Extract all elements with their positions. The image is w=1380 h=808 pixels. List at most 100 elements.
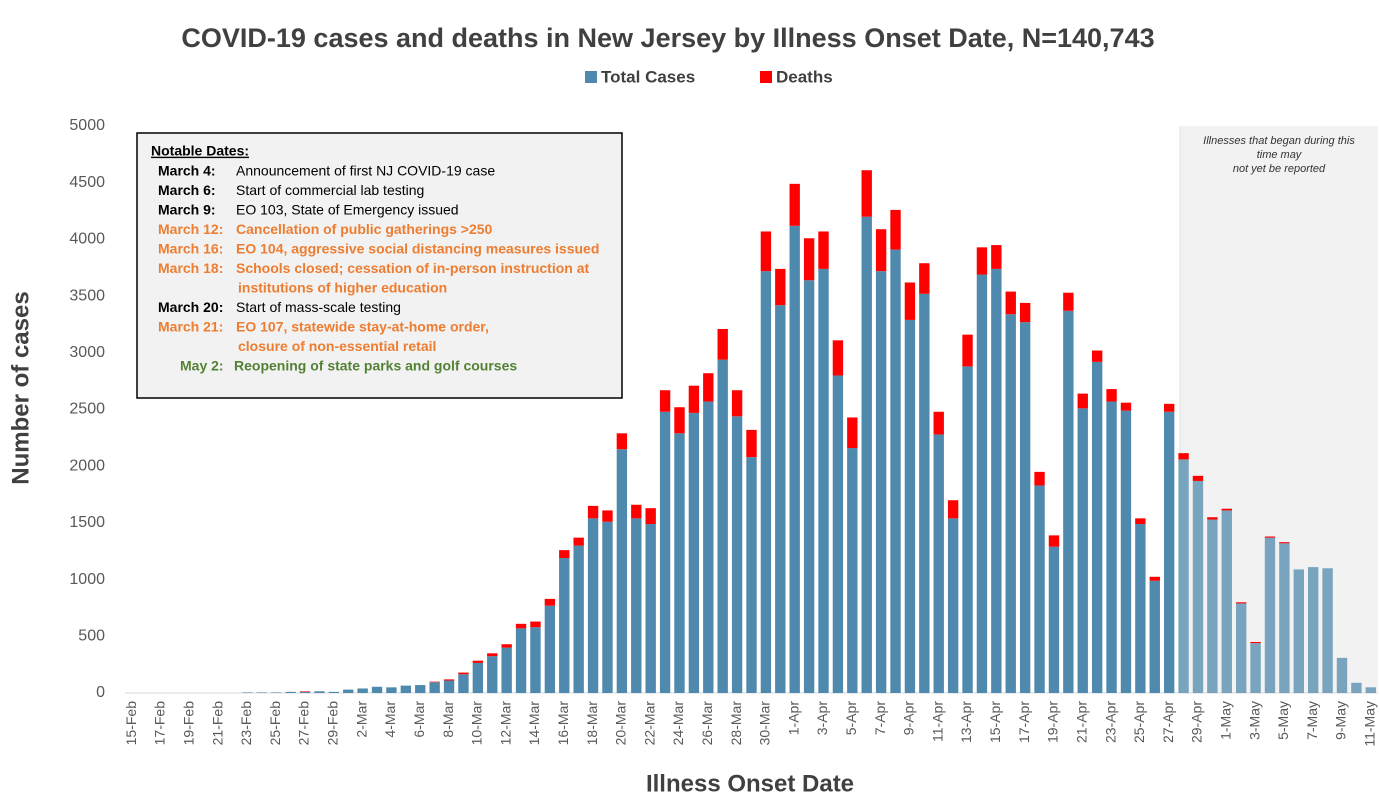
bar [919,263,930,294]
bar [559,550,570,559]
bar [1135,518,1146,525]
notes-box [136,132,623,399]
bar [947,500,959,519]
note-text: Announcement of first NJ COVID-19 case [236,163,495,179]
note-date: March 20: [158,299,223,315]
x-tick-label: 5-Apr [843,701,859,736]
bar [1048,546,1060,693]
bar [1034,471,1045,486]
bar [631,504,642,519]
legend-swatch [585,71,597,83]
shaded-note: not yet be reported [1233,163,1326,175]
bar [1207,517,1218,520]
x-tick-label: 30-Mar [757,701,773,746]
bar [573,545,584,693]
x-tick-label: 21-Apr [1073,701,1089,743]
bar [976,247,988,275]
bar [659,390,671,412]
note-text: Start of mass-scale testing [236,299,401,315]
x-tick-label: 16-Mar [555,701,571,746]
bar [674,407,685,434]
legend-label: Total Cases [601,67,695,86]
chart-title: COVID-19 cases and deaths in New Jersey … [181,23,1154,53]
bar [991,268,1002,693]
bar [1207,519,1218,693]
bar [544,598,556,606]
bar [775,305,786,693]
note-text: institutions of higher education [238,280,447,296]
bar [1135,524,1146,693]
x-tick-label: 29-Feb [325,701,341,746]
x-tick-label: 22-Mar [641,701,657,746]
bar [760,271,772,693]
bar [1163,411,1175,693]
x-tick-label: 11-May [1362,701,1378,747]
bar [314,691,325,693]
x-tick-label: 17-Feb [152,701,168,746]
x-tick-label: 9-Apr [901,701,917,736]
legend-label: Deaths [776,67,833,86]
x-tick-label: 19-Feb [181,701,197,746]
bar [1019,302,1031,323]
x-tick-label: 15-Apr [987,701,1003,743]
x-tick-label: 23-Apr [1102,701,1118,743]
bar [947,518,959,693]
bar [1106,401,1117,693]
bar [962,366,973,693]
x-tick-label: 24-Mar [670,701,686,746]
bar [443,680,455,693]
bar [645,508,656,525]
notes-title: Notable Dates: [151,143,249,159]
bar [746,429,757,458]
bar [343,689,354,693]
y-tick-label: 0 [96,684,105,701]
note-date: March 9: [158,202,216,218]
x-tick-label: 3-May [1246,701,1262,740]
bar [328,691,340,693]
x-tick-label: 14-Mar [526,701,542,746]
x-tick-label: 12-Mar [497,701,513,746]
bar [487,656,498,693]
bar [1235,603,1247,693]
bar [1192,480,1204,693]
bar [1351,682,1362,693]
bar [962,334,973,367]
note-date: March 6: [158,182,216,198]
bar [818,231,829,269]
bar [1149,580,1160,693]
bar [703,401,714,693]
shaded-note: Illnesses that began during this [1203,135,1355,147]
bar [530,621,541,628]
x-tick-label: 27-Feb [296,701,312,746]
bar [976,274,988,693]
x-tick-label: 21-Feb [209,701,225,746]
bar [285,691,296,693]
bar [256,692,268,693]
y-tick-label: 2000 [69,457,105,474]
note-text: EO 104, aggressive social distancing mea… [236,241,599,257]
x-tick-label: 3-Apr [814,701,830,736]
bar [1077,393,1088,409]
x-axis-label: Illness Onset Date [646,770,854,797]
bar [587,505,599,519]
note-text: Cancellation of public gatherings >250 [236,221,493,237]
x-tick-label: 25-Feb [267,701,283,746]
bar [919,293,930,693]
bar [717,328,728,360]
bar [847,448,858,693]
bar [1091,350,1103,362]
bar [371,686,383,693]
bar [1178,453,1189,460]
bar [803,238,815,281]
bar [1163,403,1175,412]
bar [1336,657,1348,693]
bar [1279,542,1290,544]
bar [357,688,368,693]
note-text: Start of commercial lab testing [236,182,424,198]
bar [386,687,397,693]
x-tick-label: 8-Mar [440,701,456,738]
y-tick-label: 3000 [69,344,105,361]
bar [1250,641,1261,644]
bar [875,229,887,272]
